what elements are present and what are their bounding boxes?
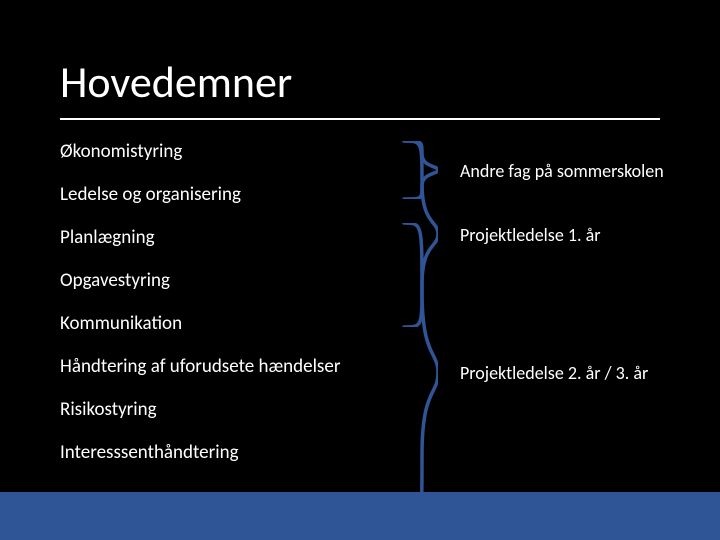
group-label: Projektledelse 2. år / 3. år: [460, 362, 648, 384]
list-item: Interesssenthåndtering: [60, 441, 340, 464]
list-item: Risikostyring: [60, 398, 340, 421]
brace-icon: [398, 223, 438, 523]
bottom-accent-bar: [0, 492, 720, 540]
group-label: Projektledelse 1. år: [460, 224, 601, 246]
list-item: Planlægning: [60, 226, 340, 249]
topic-list: Økonomistyring Ledelse og organisering P…: [60, 140, 340, 464]
list-item: Kommunikation: [60, 312, 340, 335]
group-label: Andre fag på sommerskolen: [460, 160, 664, 182]
page-title: Hovedemner: [60, 55, 292, 109]
list-item: Opgavestyring: [60, 269, 340, 292]
list-item: Ledelse og organisering: [60, 183, 340, 206]
list-item: Håndtering af uforudsete hændelser: [60, 355, 340, 378]
slide: Hovedemner Økonomistyring Ledelse og org…: [0, 0, 720, 540]
title-underline: [60, 118, 660, 120]
list-item: Økonomistyring: [60, 140, 340, 163]
